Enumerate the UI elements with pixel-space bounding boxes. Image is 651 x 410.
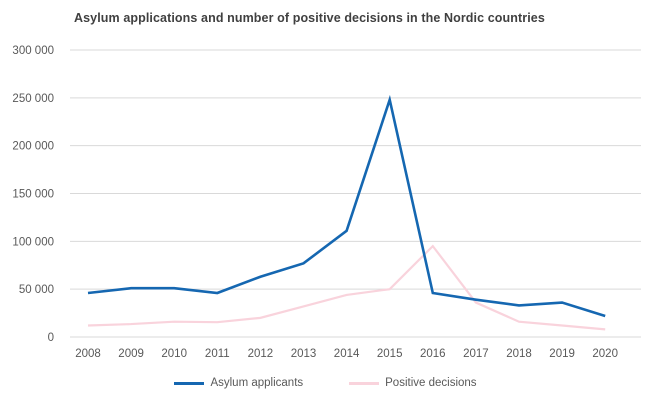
x-tick-label: 2008 [75, 348, 101, 360]
legend: Asylum applicants Positive decisions [0, 377, 651, 389]
series-line-positive-decisions [87, 244, 606, 331]
x-tick-label: 2019 [549, 348, 575, 360]
legend-line-swatch-asylum-applicants [174, 381, 205, 385]
x-tick-label: 2010 [161, 348, 187, 360]
x-tick-label: 2013 [291, 348, 317, 360]
x-tick-label: 2012 [248, 348, 274, 360]
chart-title: Asylum applications and number of positi… [74, 11, 545, 25]
legend-label-positive-decisions: Positive decisions [385, 377, 477, 389]
y-tick-label: 300 000 [12, 45, 54, 57]
x-tick-label: 2020 [592, 348, 618, 360]
x-tick-label: 2016 [420, 348, 446, 360]
x-tick-label: 2015 [377, 348, 403, 360]
y-tick-label: 50 000 [19, 284, 54, 296]
x-tick-label: 2018 [506, 348, 532, 360]
y-tick-label: 0 [48, 332, 54, 344]
x-tick-label: 2011 [205, 348, 230, 360]
legend-label-asylum-applicants: Asylum applicants [210, 377, 304, 389]
y-tick-label: 250 000 [12, 93, 54, 105]
legend-item-asylum-applicants: Asylum applicants [174, 377, 303, 389]
y-tick-label: 200 000 [12, 141, 54, 153]
x-tick-label: 2017 [463, 348, 489, 360]
series-line-asylum-applicants [87, 94, 606, 318]
legend-item-positive-decisions: Positive decisions [349, 377, 477, 389]
x-tick-label: 2009 [118, 348, 144, 360]
y-tick-label: 150 000 [12, 189, 54, 201]
legend-line-swatch-positive-decisions [349, 381, 380, 385]
y-tick-label: 100 000 [12, 236, 54, 248]
x-tick-label: 2014 [334, 348, 360, 360]
